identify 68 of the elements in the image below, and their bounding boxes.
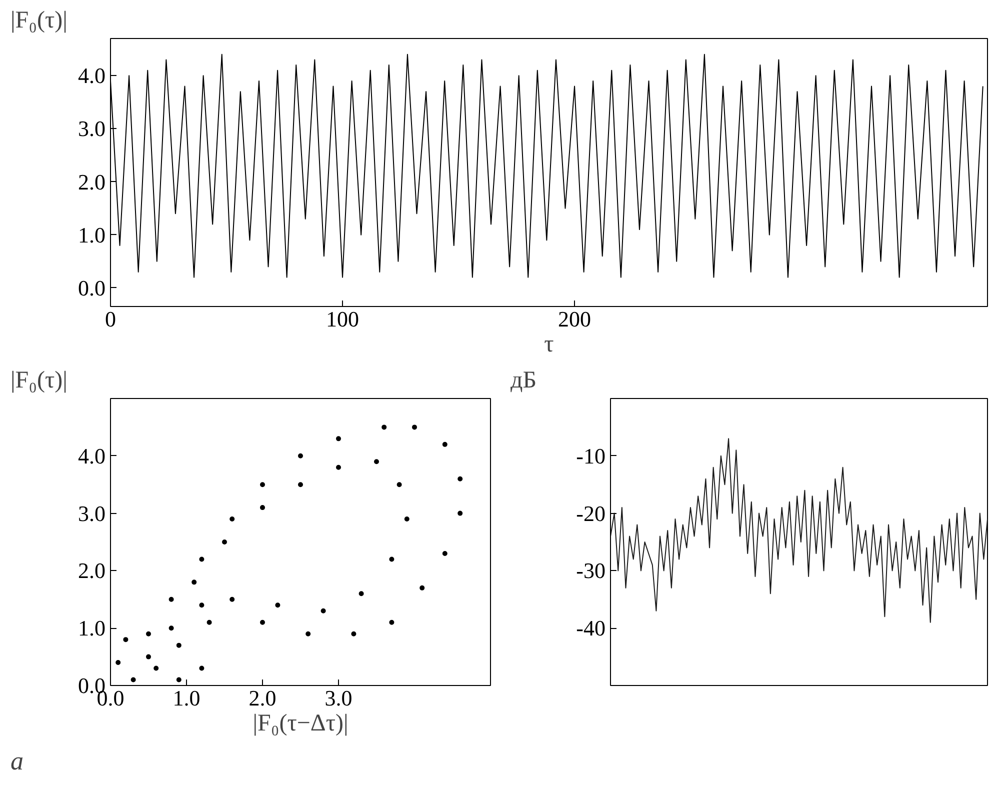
x-tick-label: 200 xyxy=(558,306,592,332)
y-tick-label: -30 xyxy=(576,558,606,584)
y-tick-label: 2.0 xyxy=(78,558,106,584)
point xyxy=(336,464,341,470)
point xyxy=(442,550,448,556)
text: a xyxy=(10,746,24,776)
point xyxy=(116,660,121,666)
point xyxy=(374,459,379,464)
x-axis-title: |F₀(τ−Δτ)| xyxy=(252,710,348,736)
point xyxy=(260,620,265,625)
point xyxy=(382,424,387,430)
x-tick-label: 3.0 xyxy=(324,686,352,710)
point xyxy=(206,620,212,625)
point xyxy=(154,666,159,671)
point xyxy=(146,631,151,636)
point xyxy=(199,556,204,562)
point xyxy=(192,580,197,585)
point xyxy=(260,482,265,488)
point xyxy=(176,677,182,682)
point xyxy=(176,642,182,648)
point xyxy=(404,516,410,522)
point xyxy=(320,608,326,614)
y-tick-label: 0.0 xyxy=(78,275,106,300)
y-tick-label: 4.0 xyxy=(78,443,106,468)
point xyxy=(275,602,280,608)
y-axis-title: дБ xyxy=(510,368,536,394)
point xyxy=(230,596,235,602)
y-tick-label: 1.0 xyxy=(78,222,106,248)
point xyxy=(306,631,311,636)
y-tick-label: 3.0 xyxy=(78,500,106,526)
x-tick-label: 100 xyxy=(326,306,360,332)
point xyxy=(358,591,364,596)
point xyxy=(230,516,235,522)
x-tick-label: 2.0 xyxy=(248,686,276,710)
y-tick-label: -20 xyxy=(576,500,606,526)
point xyxy=(298,482,303,488)
line-series xyxy=(610,438,988,623)
point xyxy=(130,677,136,682)
y-tick-label: 3.0 xyxy=(78,116,106,142)
y-axis-title: |F₀(τ)| xyxy=(10,8,68,34)
point xyxy=(336,436,341,442)
y-tick-label: 4.0 xyxy=(78,63,106,88)
point xyxy=(260,505,265,510)
point xyxy=(168,626,174,631)
point xyxy=(199,602,204,608)
point xyxy=(146,654,151,660)
x-tick-label: 0 xyxy=(105,306,116,332)
x-axis-title: τ xyxy=(544,332,554,358)
point xyxy=(420,585,425,590)
point xyxy=(442,442,448,447)
x-tick-label: 1.0 xyxy=(172,686,200,710)
y-tick-label: 2.0 xyxy=(78,169,106,194)
y-tick-label: -40 xyxy=(576,616,606,641)
point xyxy=(458,510,463,516)
y-tick-label: -10 xyxy=(576,443,606,468)
point xyxy=(396,482,402,488)
y-tick-label: 1.0 xyxy=(78,616,106,641)
point xyxy=(389,556,394,562)
point xyxy=(298,453,303,458)
point xyxy=(351,631,356,636)
point xyxy=(458,476,463,482)
y-axis-title: |F₀(τ)| xyxy=(10,368,68,394)
point xyxy=(389,620,394,625)
point xyxy=(412,424,417,430)
point xyxy=(199,666,204,671)
point xyxy=(222,540,227,544)
point xyxy=(123,637,128,642)
point xyxy=(168,596,174,602)
